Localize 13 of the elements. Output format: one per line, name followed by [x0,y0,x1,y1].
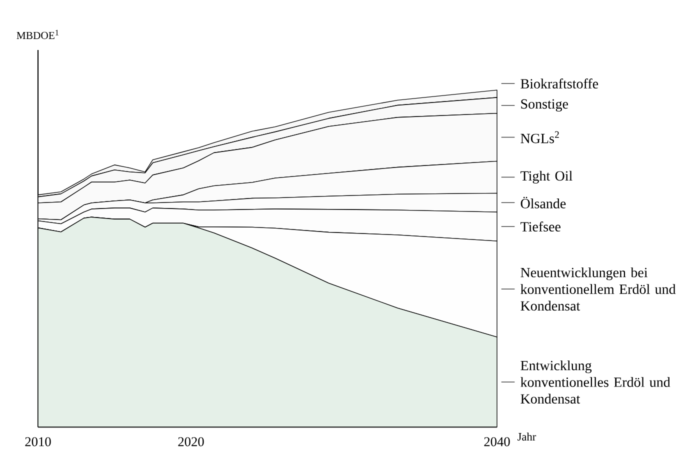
series-label: Entwicklung konventionelles Erdöl und Kondensat [520,360,670,404]
series-label: Ölsande [520,196,566,208]
x-tick-label: 2040 [484,437,510,446]
y-axis-title: MBDOE$^{1}$ [16,30,58,40]
series-label: Tiefsee [520,222,560,232]
x-tick-label: 2020 [178,437,204,446]
series-label: Neuentwicklungen bei konventionellem Erdöl und Kondensat [520,267,676,311]
series-label: Sonstige [521,99,568,112]
x-tick-label: 2010 [25,437,51,446]
series-label: Tight Oil [520,170,572,184]
series-label: Biokraftstoffe [520,78,598,89]
series-label: NGLs$^{2}$ [520,131,559,144]
x-axis-title: Jahr [518,432,536,441]
